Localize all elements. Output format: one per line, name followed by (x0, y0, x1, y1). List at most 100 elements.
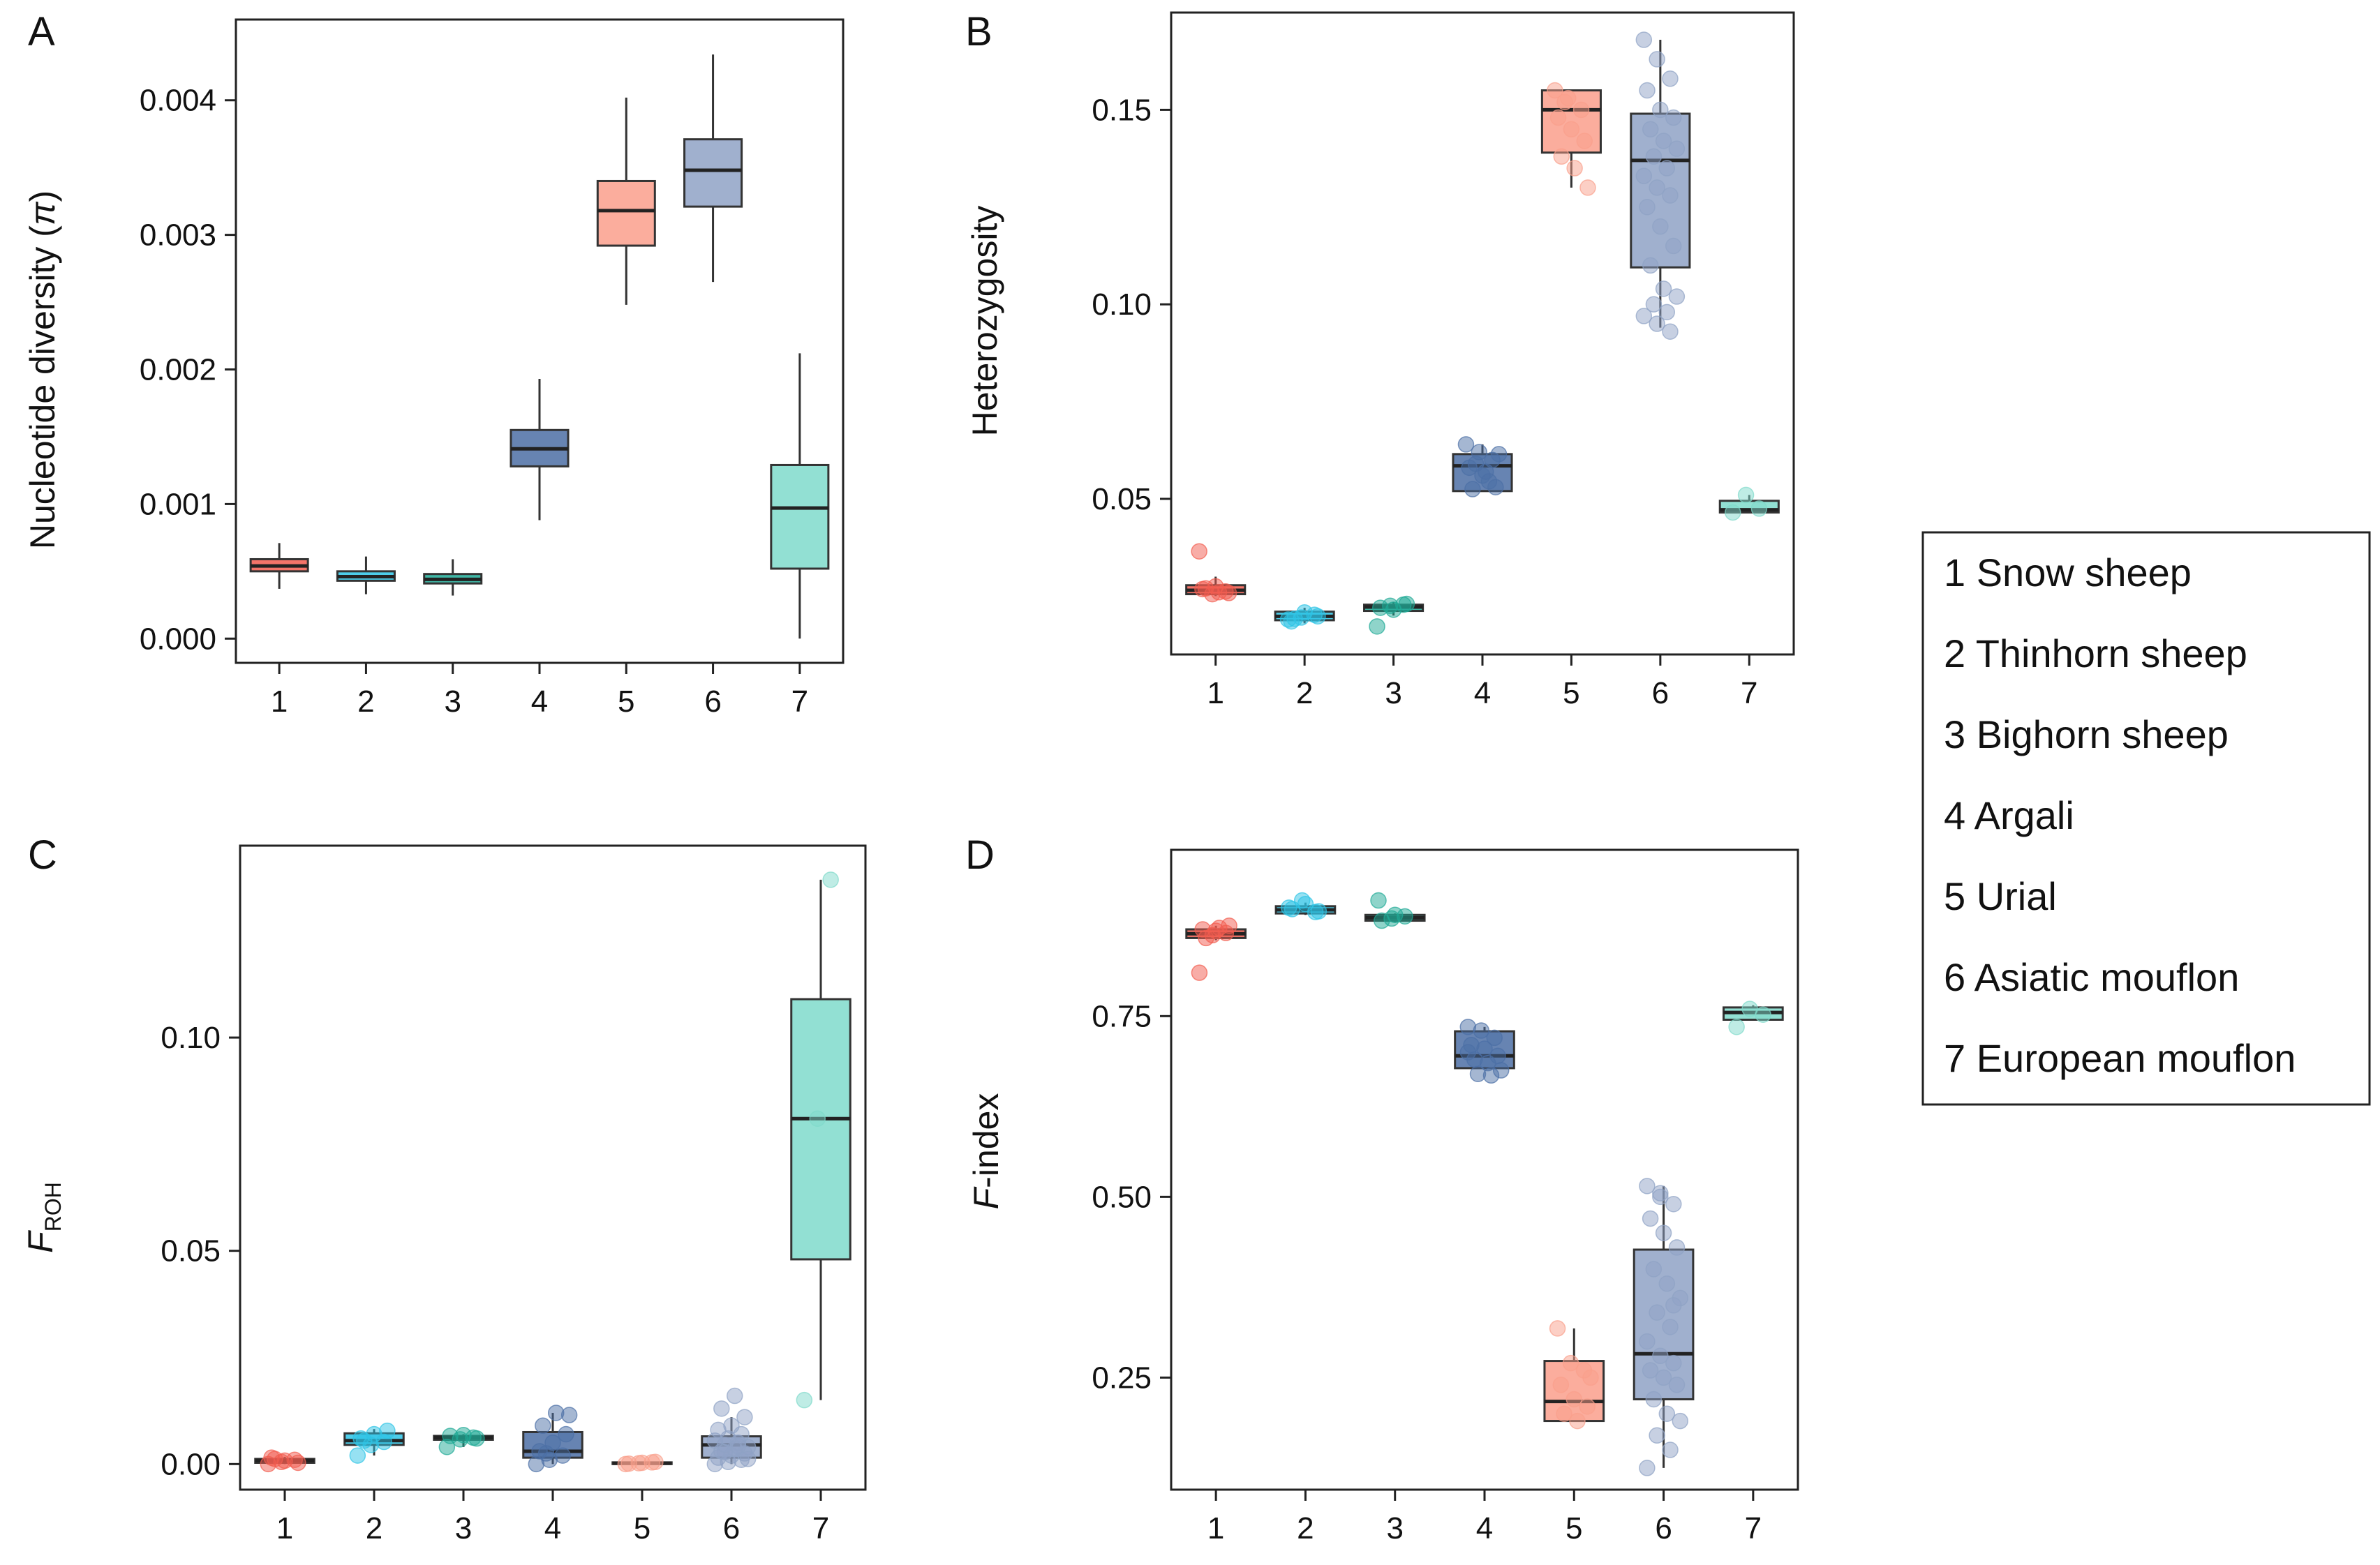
panel-b-xtick-label: 1 (1207, 676, 1224, 710)
data-point (290, 1454, 306, 1472)
data-point (1649, 179, 1665, 196)
panel-c-xtick-label: 1 (276, 1511, 293, 1545)
data-point (1645, 1391, 1663, 1408)
data-point (1642, 121, 1659, 138)
panel-a-ytick-label: 0.001 (140, 487, 216, 521)
legend-item-bighorn-sheep: 3 Bighorn sheep (1944, 712, 2229, 756)
panel-c-xtick-label: 5 (634, 1511, 650, 1545)
data-point (1642, 1210, 1659, 1227)
data-point (1645, 296, 1663, 313)
data-point (1639, 199, 1656, 216)
data-point (822, 871, 839, 888)
data-point (1652, 1347, 1669, 1365)
data-point (1662, 1442, 1679, 1458)
data-point (1579, 179, 1596, 196)
legend-box (1921, 531, 2371, 1106)
data-point (647, 1453, 664, 1471)
panel-d-xtick-label: 5 (1565, 1511, 1582, 1545)
data-point (729, 1437, 747, 1455)
data-point (1642, 1362, 1659, 1379)
data-point (537, 1445, 555, 1462)
panel-c-letter: C (28, 832, 57, 878)
data-point (1662, 187, 1679, 204)
data-point (1490, 446, 1508, 463)
panel-a-xtick-label: 5 (618, 684, 634, 719)
data-point (1486, 1029, 1503, 1047)
data-point (1457, 436, 1475, 453)
panel-c-ytick-label: 0.00 (161, 1447, 221, 1481)
panel-b-xtick-label: 5 (1563, 676, 1579, 710)
data-point (1658, 1405, 1676, 1422)
panel-d-ytick-label: 0.50 (1092, 1180, 1152, 1214)
data-point (1668, 288, 1686, 305)
data-point (1662, 70, 1679, 87)
panel-b-xtick-label: 7 (1741, 676, 1757, 710)
panel-b-xtick-label: 3 (1385, 676, 1401, 710)
data-point (1459, 1044, 1477, 1061)
panel-a-xtick-label: 7 (791, 684, 808, 719)
box-7 (770, 463, 830, 570)
panel-d-ylabel: F-index (967, 1093, 1006, 1210)
data-point (1370, 892, 1387, 909)
data-point (1658, 1275, 1676, 1292)
data-point (1652, 218, 1669, 235)
panel-b-xtick-label: 4 (1474, 676, 1491, 710)
data-point (1642, 257, 1659, 274)
data-point (356, 1432, 373, 1449)
data-point (809, 1110, 826, 1127)
data-point (1724, 504, 1741, 521)
panel-b-ytick-label: 0.10 (1092, 287, 1152, 322)
data-point (1635, 167, 1653, 184)
panel-a: A Nucleotide diversity (π) 0.000 0.001 0.0… (23, 9, 845, 719)
data-point (267, 1451, 283, 1467)
data-point (1750, 500, 1768, 517)
legend-item-snow-sheep: 1 Snow sheep (1944, 551, 2192, 594)
data-point (1665, 1354, 1682, 1372)
panel-d-letter: D (965, 832, 995, 878)
legend-item-european-mouflon: 7 European mouflon (1944, 1036, 2296, 1080)
data-point (1565, 1391, 1583, 1408)
data-point (379, 1422, 396, 1439)
data-point (1665, 1195, 1682, 1213)
panel-a-ytick-label: 0.003 (140, 218, 216, 253)
panel-a-ylabel: Nucleotide diversity (π) (23, 190, 62, 549)
data-point (1198, 929, 1214, 947)
panel-b-xtick-label: 2 (1296, 676, 1313, 710)
panel-d-ytick-label: 0.75 (1092, 999, 1152, 1033)
data-point (1755, 1006, 1771, 1023)
data-point (1728, 1019, 1745, 1035)
data-point (1398, 595, 1415, 613)
data-point (1652, 1188, 1669, 1206)
data-point (1211, 920, 1228, 936)
data-point (1662, 1319, 1679, 1335)
panel-d-xtick-label: 6 (1655, 1511, 1672, 1545)
panel-b-letter: B (965, 9, 992, 54)
panel-a-xtick-label: 3 (444, 684, 461, 719)
data-point (1191, 964, 1208, 981)
box-6 (683, 138, 743, 208)
data-point (1639, 82, 1656, 99)
data-point (1549, 109, 1567, 126)
data-point (1645, 1261, 1663, 1278)
data-point (796, 1391, 813, 1409)
data-point (1635, 308, 1653, 324)
data-point (1369, 618, 1385, 635)
data-point (1639, 1460, 1656, 1476)
data-point (1668, 1377, 1686, 1393)
panel-b-xtick-label: 6 (1652, 676, 1669, 710)
data-point (1649, 51, 1665, 68)
panel-b: B Heterozygosity 0.05 0.10 0.15 1 2 3 4 5 6 7 (965, 9, 1795, 710)
panel-d-ytick-label: 0.25 (1092, 1361, 1152, 1395)
data-point (739, 1451, 757, 1467)
panel-d-xtick-label: 1 (1207, 1511, 1224, 1545)
panel-d-xtick-label: 4 (1476, 1511, 1493, 1545)
data-point (1310, 903, 1327, 920)
panel-c-ytick-label: 0.05 (161, 1234, 221, 1268)
data-point (1668, 140, 1686, 157)
data-point (736, 1409, 753, 1425)
data-point (1480, 473, 1498, 490)
data-point (1662, 323, 1679, 340)
panel-d-xtick-label: 2 (1297, 1511, 1314, 1545)
data-point (1556, 93, 1573, 110)
data-point (1562, 1354, 1579, 1372)
